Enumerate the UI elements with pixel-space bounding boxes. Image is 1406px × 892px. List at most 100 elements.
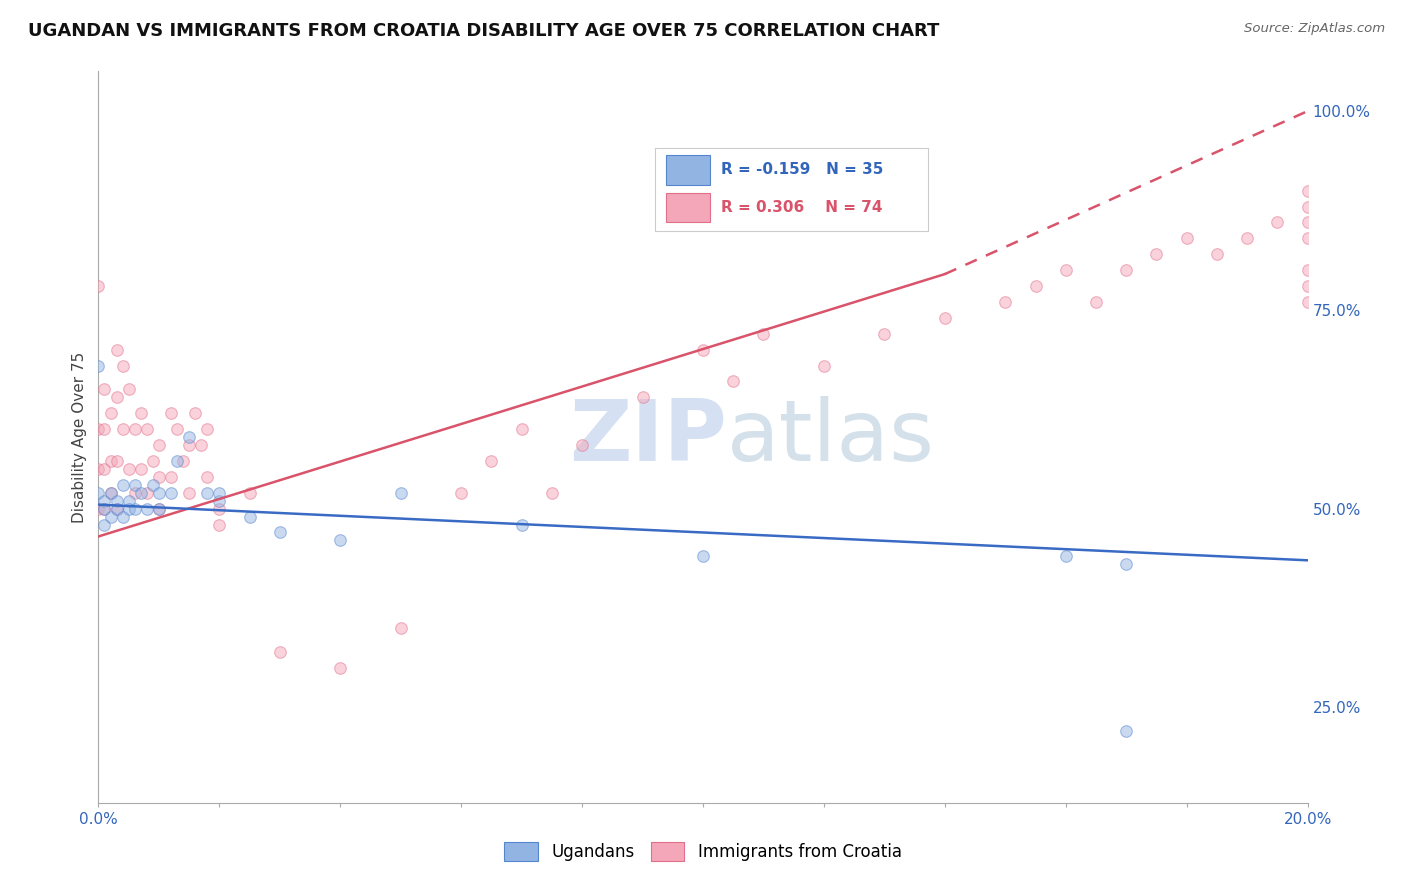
Point [208,517,231,532]
Point [129,406,152,420]
Point [510,517,533,532]
Point [111,477,134,491]
Point [111,509,134,524]
Point [148,438,170,452]
Text: atlas: atlas [727,395,935,479]
Point [1024,279,1046,293]
Point [1085,294,1108,309]
Point [100,454,122,468]
Point [105,501,128,516]
Point [87,359,110,373]
Point [1206,247,1229,261]
Text: UGANDAN VS IMMIGRANTS FROM CROATIA DISABILITY AGE OVER 75 CORRELATION CHART: UGANDAN VS IMMIGRANTS FROM CROATIA DISAB… [28,22,939,40]
Point [873,326,896,341]
Point [1296,231,1319,245]
Point [994,294,1017,309]
Point [87,422,110,436]
Point [692,549,714,564]
Point [111,422,134,436]
Point [124,485,146,500]
Point [93,493,115,508]
Point [239,509,262,524]
Point [208,493,231,508]
Point [100,485,122,500]
Point [1296,279,1319,293]
Point [118,383,141,397]
Text: Source: ZipAtlas.com: Source: ZipAtlas.com [1244,22,1385,36]
Point [195,470,218,484]
Point [1115,263,1137,277]
Point [93,517,115,532]
Point [190,438,212,452]
Point [166,422,188,436]
Point [934,310,956,325]
Point [100,406,122,420]
Point [105,501,128,516]
Point [87,501,110,516]
Point [1115,558,1137,572]
Point [184,406,207,420]
Point [100,485,122,500]
Point [752,326,775,341]
Point [481,454,503,468]
Point [105,454,128,468]
Point [208,501,231,516]
Point [329,660,352,674]
Point [160,406,183,420]
Point [195,422,218,436]
Point [1296,184,1319,198]
Point [160,485,183,500]
Point [179,485,201,500]
Point [571,438,593,452]
Point [124,501,146,516]
Point [208,485,231,500]
Point [129,485,152,500]
Point [631,390,654,404]
FancyBboxPatch shape [666,193,710,222]
Point [100,509,122,524]
Legend: Ugandans, Immigrants from Croatia: Ugandans, Immigrants from Croatia [498,835,908,868]
Point [124,477,146,491]
FancyBboxPatch shape [666,155,710,185]
Point [1296,200,1319,214]
Point [118,493,141,508]
Point [124,422,146,436]
Point [1175,231,1198,245]
Point [87,485,110,500]
Point [269,645,291,659]
Point [540,485,562,500]
Point [389,485,412,500]
Point [87,462,110,476]
Point [692,343,714,357]
Point [93,383,115,397]
Point [1115,724,1137,739]
Point [148,470,170,484]
Point [135,485,157,500]
Point [1296,263,1319,277]
Point [93,422,115,436]
Point [93,501,115,516]
Point [195,485,218,500]
Point [118,501,141,516]
Point [142,454,165,468]
Point [135,501,157,516]
Point [1267,215,1289,229]
Point [93,462,115,476]
Point [93,501,115,516]
Point [179,438,201,452]
Point [1236,231,1258,245]
Point [166,454,188,468]
Point [87,279,110,293]
Point [813,359,835,373]
Point [142,477,165,491]
Point [135,422,157,436]
Point [160,470,183,484]
Text: R = 0.306    N = 74: R = 0.306 N = 74 [721,200,882,215]
Point [269,525,291,540]
Point [1054,549,1077,564]
Point [148,501,170,516]
Point [111,359,134,373]
Point [129,462,152,476]
Point [389,621,412,635]
Point [118,462,141,476]
